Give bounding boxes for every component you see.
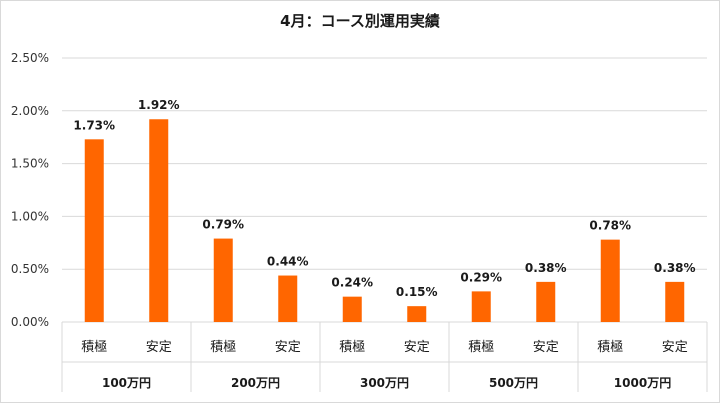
- category-label: 積極: [597, 339, 623, 355]
- bar: [471, 291, 491, 322]
- y-tick-label: 2.00%: [11, 104, 49, 118]
- group-label: 1000万円: [614, 376, 671, 390]
- y-tick-label: 2.50%: [11, 51, 49, 65]
- bar: [149, 119, 169, 322]
- category-label: 安定: [404, 340, 430, 355]
- bar: [213, 238, 233, 322]
- group-label: 300万円: [360, 376, 409, 390]
- category-label: 安定: [533, 340, 559, 355]
- data-label: 0.79%: [202, 218, 244, 232]
- chart-title: 4月：コース別運用実績: [280, 12, 440, 30]
- bar: [342, 296, 362, 322]
- group-label: 200万円: [231, 376, 280, 390]
- category-label: 安定: [662, 340, 688, 355]
- data-label: 0.38%: [654, 261, 696, 275]
- y-tick-label: 1.50%: [11, 157, 49, 171]
- data-label: 0.24%: [331, 276, 373, 290]
- category-label: 積極: [339, 339, 365, 355]
- bar: [84, 139, 104, 322]
- data-label: 0.15%: [396, 285, 438, 299]
- y-tick-label: 0.00%: [11, 315, 49, 329]
- bar: [407, 306, 427, 322]
- data-label: 1.73%: [73, 118, 115, 132]
- bar: [278, 275, 298, 322]
- y-tick-label: 0.50%: [11, 262, 49, 276]
- category-label: 積極: [468, 339, 494, 355]
- category-label: 安定: [275, 340, 301, 355]
- data-label: 0.38%: [525, 261, 567, 275]
- data-label: 0.78%: [589, 219, 631, 233]
- category-label: 積極: [210, 339, 236, 355]
- bar: [665, 281, 685, 322]
- bar: [600, 239, 620, 322]
- y-tick-label: 1.00%: [11, 209, 49, 223]
- category-label: 安定: [146, 340, 172, 355]
- bar: [536, 281, 556, 322]
- data-label: 1.92%: [138, 98, 180, 112]
- data-label: 0.44%: [267, 255, 309, 269]
- group-label: 500万円: [489, 376, 538, 390]
- category-label: 積極: [81, 339, 107, 355]
- data-label: 0.29%: [460, 270, 502, 284]
- group-label: 100万円: [102, 376, 151, 390]
